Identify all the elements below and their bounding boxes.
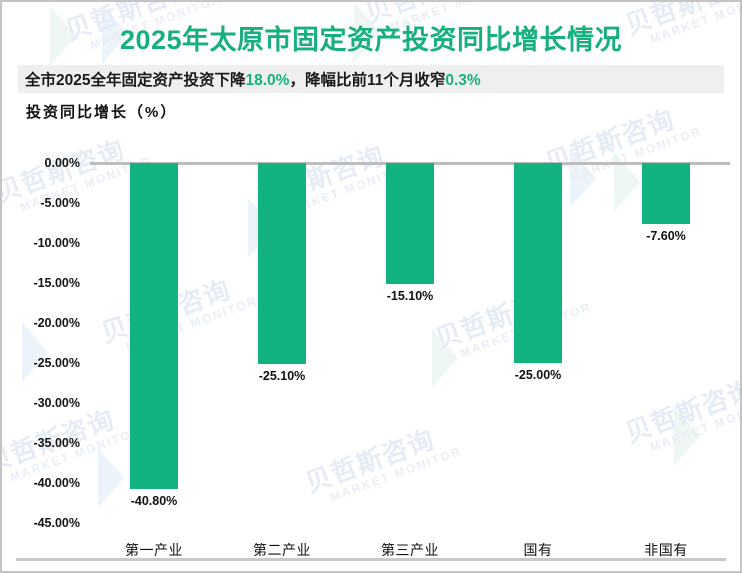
y-axis-tick-label: -40.00% xyxy=(33,476,80,490)
x-axis-tick-label: 第一产业 xyxy=(125,542,183,558)
subtitle-text: 全市2025全年固定资产投资下降 xyxy=(25,72,246,89)
bar[interactable] xyxy=(642,163,690,224)
y-axis-tick-label: -15.00% xyxy=(33,276,80,290)
subtitle-band xyxy=(18,65,724,93)
y-axis-tick-label: -25.00% xyxy=(33,356,80,370)
y-axis-tick-label: -20.00% xyxy=(33,316,80,330)
bar-value-label: -15.10% xyxy=(386,288,434,303)
bar[interactable] xyxy=(386,163,434,284)
y-axis-tick-label: 0.00% xyxy=(44,156,80,170)
y-axis-tick-label: -35.00% xyxy=(33,436,80,450)
bar-value-label: -25.10% xyxy=(258,368,306,383)
subtitle-text: ，降幅比前11个月收窄 xyxy=(289,72,446,89)
y-axis-title: 投资同比增长（%） xyxy=(26,104,178,121)
bar-value-label: -7.60% xyxy=(646,228,686,243)
subtitle-highlight: 0.3% xyxy=(445,72,481,89)
x-axis-line xyxy=(16,558,726,561)
y-axis-tick-label: -30.00% xyxy=(33,396,80,410)
bar[interactable] xyxy=(514,163,562,363)
subtitle-highlight: 18.0% xyxy=(245,72,290,89)
chart-title: 2025年太原市固定资产投资同比增长情况 xyxy=(119,25,623,55)
y-axis-tick-label: -45.00% xyxy=(33,516,80,530)
x-axis-tick-label: 非国有 xyxy=(644,542,688,558)
bar-value-label: -40.80% xyxy=(130,494,178,509)
y-axis-tick-label: -10.00% xyxy=(33,236,80,250)
x-axis-tick-label: 第三产业 xyxy=(381,542,439,558)
x-axis-tick-label: 国有 xyxy=(523,542,553,558)
bar[interactable] xyxy=(258,163,306,364)
x-axis-tick-label: 第二产业 xyxy=(253,542,311,558)
y-axis-tick-label: -5.00% xyxy=(40,196,80,210)
bar[interactable] xyxy=(130,163,178,490)
bar-value-label: -25.00% xyxy=(514,368,562,382)
chart-subtitle: 全市2025全年固定资产投资下降18.0%，降幅比前11个月收窄0.3% xyxy=(25,68,481,90)
